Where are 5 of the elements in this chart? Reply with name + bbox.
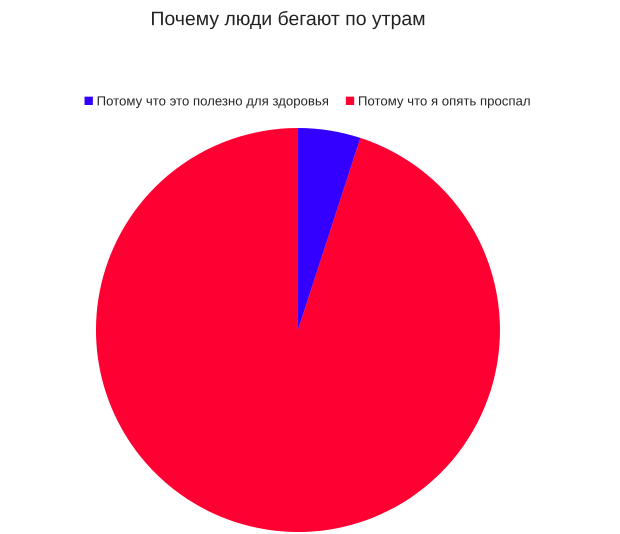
pie-slice (298, 128, 360, 330)
pie-slice (96, 128, 500, 532)
chart-title: Почему люди бегают по утрам (152, 10, 424, 30)
legend-label: Потому что я опять проспал (359, 96, 530, 108)
legend-label: Потому что это полезно для здоровья (98, 96, 328, 108)
